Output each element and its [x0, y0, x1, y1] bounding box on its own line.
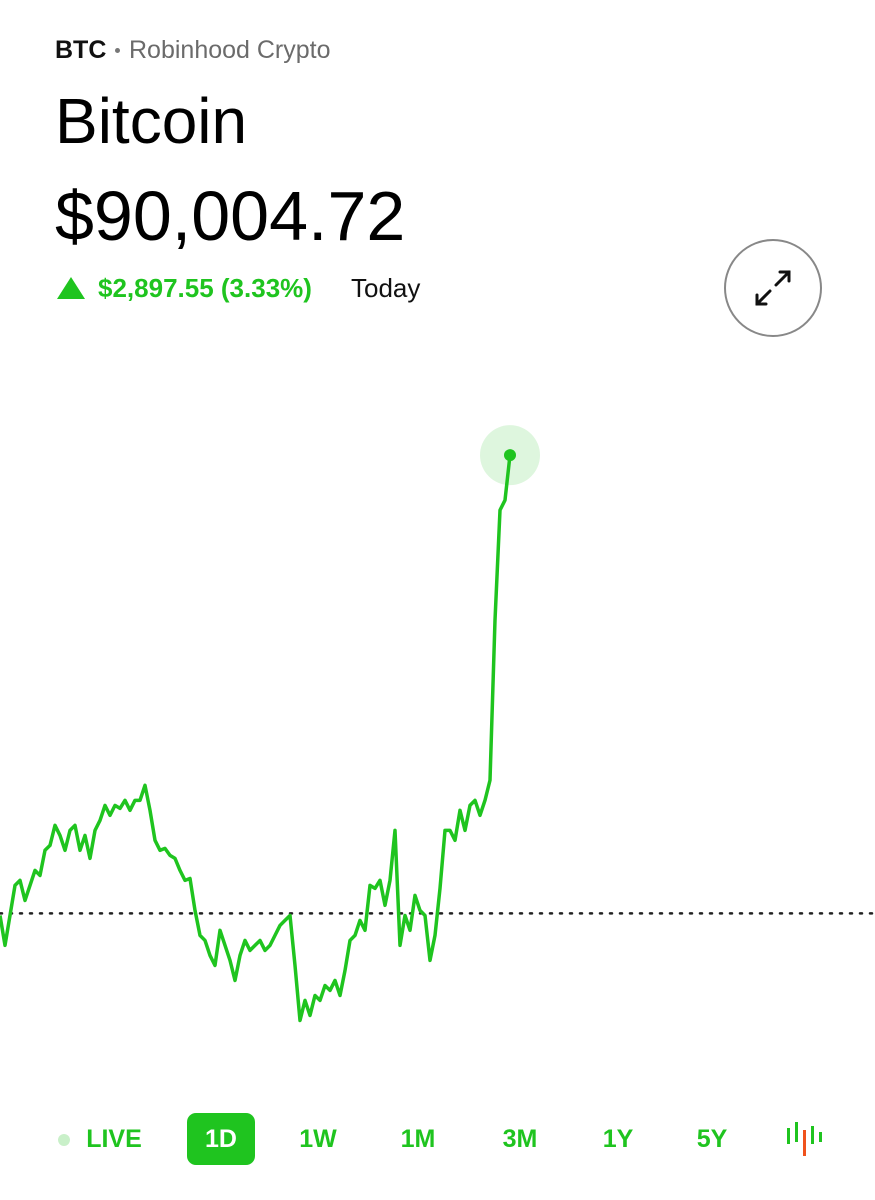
source: Robinhood Crypto: [129, 36, 331, 64]
range-label: 1D: [205, 1125, 237, 1153]
change: $2,897.55 (3.33%): [98, 273, 312, 303]
separator: [115, 48, 120, 53]
range-label: 1W: [299, 1125, 337, 1153]
price-line: [0, 454, 512, 1023]
expand-icon: [755, 270, 791, 306]
current-point: [504, 449, 516, 462]
range-button[interactable]: 1Y: [588, 1113, 648, 1165]
range-label: 1Y: [602, 1125, 634, 1153]
range-label: 5Y: [696, 1125, 728, 1153]
live-dot: [58, 1134, 71, 1147]
expand-button[interactable]: [724, 239, 822, 337]
range-button[interactable]: 5Y: [682, 1113, 742, 1165]
range-button[interactable]: LIVE: [50, 1113, 150, 1165]
range-button[interactable]: 1W: [288, 1113, 348, 1165]
range-label: LIVE: [86, 1125, 142, 1153]
range-button[interactable]: 1D: [187, 1113, 255, 1165]
asset-name: Bitcoin: [55, 85, 248, 157]
period: Today: [351, 273, 421, 303]
range-label: 1M: [400, 1125, 436, 1153]
symbol: BTC: [55, 36, 107, 64]
range-label: 3M: [502, 1125, 538, 1153]
range-button[interactable]: 1M: [388, 1113, 448, 1165]
price: $90,004.72: [55, 177, 406, 255]
range-button[interactable]: 3M: [490, 1113, 550, 1165]
up-arrow: [57, 277, 85, 299]
candle-icon[interactable]: [783, 1120, 825, 1160]
